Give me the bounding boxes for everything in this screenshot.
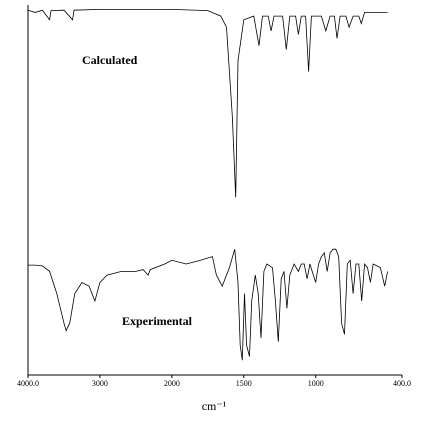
x-tick-label: 3000 (92, 379, 108, 388)
x-tick-label: 1000 (308, 379, 324, 388)
series-label: Experimental (122, 314, 193, 328)
x-tick-label: 400.0 (393, 379, 411, 388)
series-label: Calculated (82, 53, 138, 67)
x-tick-label: 1500 (236, 379, 252, 388)
x-tick-label: 4000.0 (17, 379, 39, 388)
x-tick-label: 2000 (164, 379, 180, 388)
x-axis-label: cm⁻¹ (202, 399, 227, 413)
spectrum-line (28, 248, 388, 361)
spectrum-line (27, 9, 388, 198)
